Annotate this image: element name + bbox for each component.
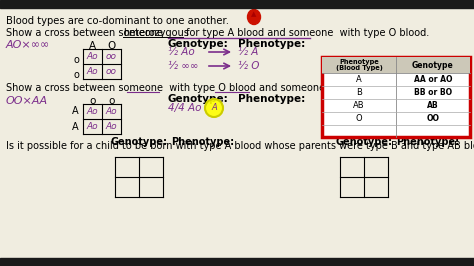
Text: B: B [356, 88, 362, 97]
Text: A: A [73, 122, 79, 131]
Text: Ao: Ao [87, 122, 98, 131]
Text: Genotype:: Genotype: [336, 137, 392, 147]
Text: O: O [356, 114, 362, 123]
Text: 4/4 Ao: 4/4 Ao [168, 103, 201, 113]
Text: Genotype:: Genotype: [168, 39, 229, 49]
Text: Genotype:: Genotype: [168, 94, 229, 104]
Text: Show a cross between someone  with type O blood and someone with type A blood.: Show a cross between someone with type O… [6, 83, 417, 93]
Text: AB: AB [353, 101, 365, 110]
Bar [322, 57, 470, 137]
Text: ½ O: ½ O [238, 61, 259, 71]
Text: OO×AA: OO×AA [6, 96, 48, 106]
Text: Phenotype:: Phenotype: [238, 39, 305, 49]
Text: AA or AO: AA or AO [414, 75, 452, 84]
Text: Phenotype
(Blood Type): Phenotype (Blood Type) [336, 59, 383, 71]
Text: AB: AB [427, 101, 439, 110]
Text: oo: oo [106, 67, 117, 76]
Text: Blood types are co-dominant to one another.: Blood types are co-dominant to one anoth… [6, 16, 229, 26]
Bar [322, 57, 470, 73]
Text: Phenotype:: Phenotype: [238, 94, 305, 104]
Text: Ao: Ao [87, 67, 98, 76]
Text: o: o [73, 55, 79, 65]
Circle shape [205, 99, 223, 117]
Text: ½ A: ½ A [238, 47, 258, 57]
Text: Phenotype:: Phenotype: [396, 137, 460, 147]
Text: A: A [73, 106, 79, 117]
Text: Genotype:: Genotype: [110, 137, 167, 147]
Text: O: O [108, 41, 116, 51]
Text: heterozygous: heterozygous [123, 28, 189, 38]
Text: Ao: Ao [87, 107, 98, 116]
Text: OO: OO [427, 114, 439, 123]
Text: ▲: ▲ [251, 11, 257, 17]
Text: oo: oo [106, 52, 117, 61]
Bar [0, 0, 474, 8]
Text: Genotype: Genotype [412, 60, 454, 69]
Text: Ao: Ao [106, 122, 117, 131]
Text: A: A [211, 103, 217, 113]
Text: ½ Ao: ½ Ao [168, 47, 195, 57]
Text: o: o [109, 96, 115, 106]
Text: AO×∞∞: AO×∞∞ [6, 40, 50, 50]
Ellipse shape [247, 10, 261, 24]
Text: ½ ∞∞: ½ ∞∞ [168, 61, 199, 71]
Text: Phenotype:: Phenotype: [172, 137, 235, 147]
Text: o: o [89, 96, 96, 106]
Bar [0, 258, 474, 266]
Text: o: o [73, 70, 79, 80]
Text: Is it possible for a child to be born with type A blood whose parents were type : Is it possible for a child to be born wi… [6, 141, 474, 151]
Text: BB or BO: BB or BO [414, 88, 452, 97]
Text: Ao: Ao [87, 52, 98, 61]
Text: for type A blood and someone  with type O blood.: for type A blood and someone with type O… [183, 28, 430, 38]
Text: A: A [89, 41, 96, 51]
Text: A: A [356, 75, 362, 84]
Text: Ao: Ao [106, 107, 117, 116]
Text: Show a cross between someone: Show a cross between someone [6, 28, 166, 38]
